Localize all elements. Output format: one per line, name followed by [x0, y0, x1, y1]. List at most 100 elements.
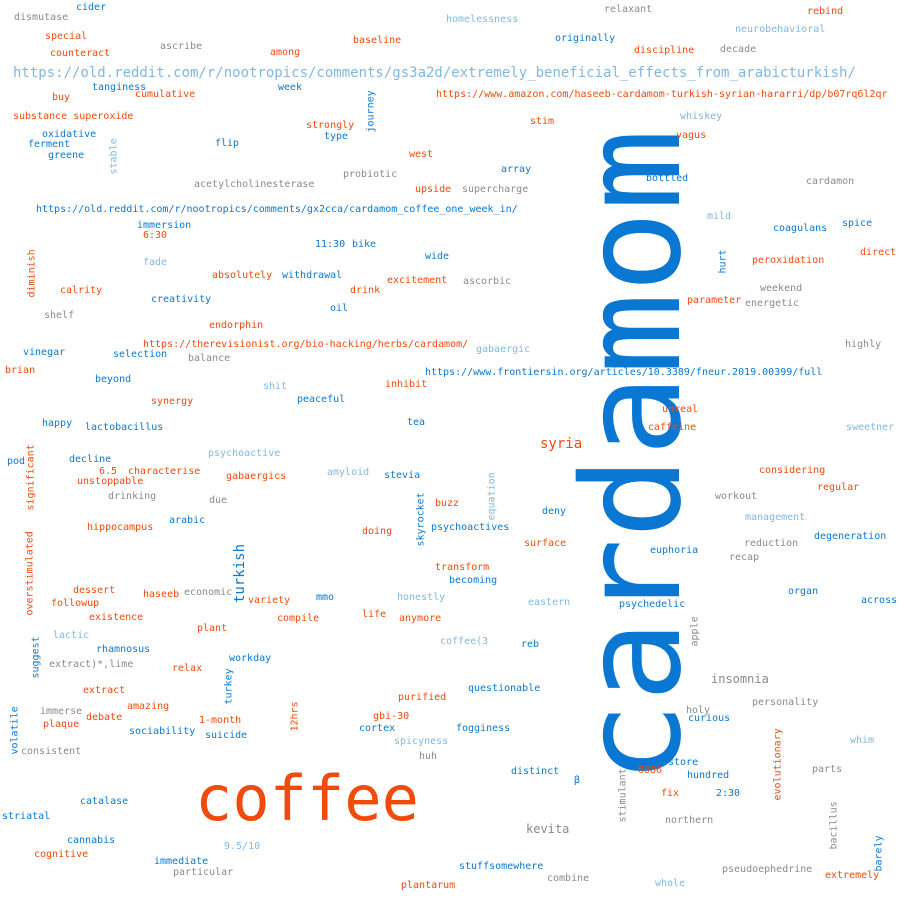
word-cortex: cortex: [359, 723, 396, 734]
word-personality: personality: [752, 697, 819, 708]
word-counteract: counteract: [50, 48, 111, 59]
word-cardamom: cardamom: [554, 128, 712, 784]
word-caffeine: caffeine: [648, 422, 697, 433]
word-organ: organ: [788, 586, 819, 597]
word-12hrs: 12hrs: [289, 700, 300, 731]
word-bottled: bottled: [646, 173, 689, 184]
word-relaxant: relaxant: [604, 4, 653, 15]
word-particular: particular: [173, 867, 234, 878]
word-reduction: reduction: [744, 538, 799, 549]
word-discipline: discipline: [634, 45, 695, 56]
word-cider: cider: [76, 2, 107, 13]
word-11-30: 11:30: [315, 239, 346, 250]
word-direct: direct: [860, 247, 897, 258]
word-immediate: immediate: [154, 856, 209, 867]
word-drinking: drinking: [108, 491, 157, 502]
word-stuffsomewhere: stuffsomewhere: [459, 861, 544, 872]
word-https-therevisionist-org-bio-hacking-herbs-cardamom: https://therevisionist.org/bio-hacking/h…: [143, 339, 469, 350]
word-spice: spice: [842, 218, 873, 229]
word-neurobehavioral: neurobehavioral: [735, 24, 826, 35]
word-kevita: kevita: [526, 822, 570, 836]
word-tanginess: tanginess: [92, 82, 147, 93]
word-vagus: vagus: [676, 130, 707, 141]
word-endorphin: endorphin: [209, 320, 264, 331]
word-suicide: suicide: [205, 730, 248, 741]
word-compile: compile: [277, 613, 320, 624]
word-1-month: 1-month: [199, 715, 242, 726]
word-distinct: distinct: [511, 766, 560, 777]
word-baseline: baseline: [353, 35, 402, 46]
word-cardamon: cardamon: [806, 176, 855, 187]
word-buzz: buzz: [435, 498, 460, 509]
word-amyloid: amyloid: [327, 467, 370, 478]
word-huh: huh: [419, 751, 438, 762]
word-creativity: creativity: [151, 294, 212, 305]
word-existence: existence: [89, 612, 144, 623]
word-synergy: synergy: [151, 396, 194, 407]
word-energetic: energetic: [745, 298, 800, 309]
word-rebind: rebind: [807, 6, 844, 17]
word-stevia: stevia: [384, 470, 421, 481]
word-turkey: turkey: [223, 667, 234, 704]
word-gabaergics: gabaergics: [226, 471, 287, 482]
word-fix: fix: [661, 788, 680, 799]
word-flip: flip: [215, 138, 240, 149]
word-bacillus: bacillus: [828, 800, 839, 849]
word-northern: northern: [665, 815, 714, 826]
word-rhamnosus: rhamnosus: [96, 644, 151, 655]
word-selection: selection: [113, 349, 168, 360]
word-insomnia: insomnia: [711, 672, 769, 686]
word-decline: decline: [69, 454, 112, 465]
word-syria: syria: [540, 436, 583, 452]
word-cumulative: cumulative: [135, 89, 196, 100]
word-plaque: plaque: [43, 719, 80, 730]
word-beyond: beyond: [95, 374, 132, 385]
word-brian: brian: [5, 365, 36, 376]
word-considering: considering: [759, 465, 826, 476]
word-psychoactives: psychoactives: [431, 522, 510, 533]
word-significant: significant: [25, 443, 36, 510]
word-array: array: [501, 164, 532, 175]
word-drink: drink: [350, 285, 381, 296]
word-hundred: hundred: [687, 770, 730, 781]
word-homelessness: homelessness: [446, 14, 519, 25]
word-arabic: arabic: [169, 515, 206, 526]
word-sweetner: sweetner: [846, 422, 895, 433]
word-journey: journey: [365, 89, 376, 132]
word-transform: transform: [435, 562, 490, 573]
word-economic: economic: [184, 587, 233, 598]
word-cognitive: cognitive: [34, 849, 89, 860]
word-ascribe: ascribe: [160, 41, 203, 52]
word-life: life: [362, 609, 387, 620]
word-peroxidation: peroxidation: [752, 255, 825, 266]
word-coffee: coffee: [195, 762, 419, 835]
word-characterise: characterise: [128, 466, 201, 477]
word-doing: doing: [362, 526, 393, 537]
word-apple: apple: [689, 615, 700, 646]
word-https-old-reddit-com-r-nootropics-comments-gx2cca-cardamom-coffee-one-week-in: https://old.reddit.com/r/nootropics/comm…: [36, 204, 518, 215]
word-absolutely: absolutely: [212, 270, 273, 281]
word-whim: whim: [850, 735, 875, 746]
word-unreal: unreal: [662, 404, 699, 415]
word-stimulant: stimulant: [617, 767, 628, 822]
word-hippocampus: hippocampus: [87, 522, 154, 533]
word-extract: extract: [83, 685, 126, 696]
word-fogginess: fogginess: [456, 723, 511, 734]
word-upside: upside: [415, 184, 452, 195]
word-surface: surface: [524, 538, 567, 549]
word-turkish: turkish: [232, 543, 248, 603]
word-buy: buy: [52, 92, 71, 103]
word-type: type: [324, 131, 349, 142]
word-deny: deny: [542, 506, 567, 517]
word-cannabis: cannabis: [67, 835, 116, 846]
word-evolutionary: evolutionary: [772, 727, 783, 800]
word-6-5: 6.5: [99, 466, 118, 477]
word-mild: mild: [707, 211, 732, 222]
word-happy: happy: [42, 418, 73, 429]
word-substance-superoxide: substance superoxide: [13, 111, 134, 122]
word-reb: reb: [521, 639, 540, 650]
word-followup: followup: [51, 598, 100, 609]
word-psychedelic: psychedelic: [619, 599, 686, 610]
word-coffee-3: coffee(3: [440, 636, 489, 647]
word-suggest: suggest: [30, 635, 41, 678]
